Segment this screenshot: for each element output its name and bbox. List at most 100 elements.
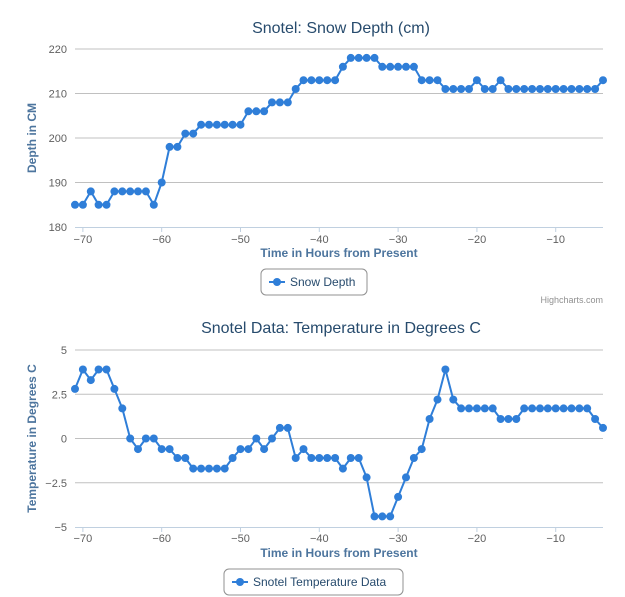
data-point[interactable] [268, 98, 276, 107]
data-point[interactable] [559, 404, 568, 413]
data-point[interactable] [291, 85, 300, 93]
data-point[interactable] [472, 404, 481, 413]
data-point[interactable] [86, 187, 95, 196]
data-point[interactable] [126, 434, 135, 443]
data-point[interactable] [323, 76, 332, 85]
data-point[interactable] [386, 62, 395, 71]
data-point[interactable] [291, 454, 300, 462]
data-point[interactable] [86, 376, 95, 385]
data-point[interactable] [126, 187, 135, 196]
data-point[interactable] [252, 434, 261, 443]
data-point[interactable] [472, 76, 481, 85]
data-point[interactable] [157, 178, 166, 187]
data-point[interactable] [283, 98, 292, 107]
data-point[interactable] [591, 415, 600, 423]
data-point[interactable] [394, 62, 403, 71]
data-point[interactable] [449, 395, 458, 404]
data-point[interactable] [260, 107, 269, 116]
data-point[interactable] [441, 365, 450, 374]
legend[interactable]: Snotel Temperature Data [223, 568, 404, 596]
data-point[interactable] [212, 120, 221, 129]
highcharts-credits[interactable]: Highcharts.com [540, 295, 603, 305]
data-point[interactable] [118, 187, 127, 196]
data-point[interactable] [323, 454, 332, 462]
data-point[interactable] [94, 200, 103, 209]
data-point[interactable] [417, 76, 426, 85]
data-point[interactable] [386, 512, 395, 521]
data-point[interactable] [244, 107, 253, 116]
data-point[interactable] [559, 85, 568, 93]
data-point[interactable] [480, 404, 489, 413]
data-point[interactable] [504, 85, 513, 93]
data-point[interactable] [354, 454, 363, 462]
data-point[interactable] [457, 404, 466, 413]
data-point[interactable] [299, 445, 308, 454]
data-point[interactable] [362, 53, 371, 62]
data-point[interactable] [512, 85, 521, 93]
data-point[interactable] [496, 415, 505, 423]
data-point[interactable] [591, 85, 600, 93]
data-point[interactable] [205, 464, 213, 473]
data-point[interactable] [543, 404, 552, 413]
data-point[interactable] [346, 454, 355, 462]
data-point[interactable] [228, 454, 237, 462]
data-point[interactable] [71, 384, 79, 393]
data-point[interactable] [599, 76, 607, 85]
data-point[interactable] [94, 365, 103, 374]
data-point[interactable] [504, 415, 513, 423]
data-point[interactable] [189, 464, 198, 473]
data-point[interactable] [260, 445, 269, 454]
data-point[interactable] [252, 107, 261, 116]
data-point[interactable] [496, 76, 505, 85]
data-point[interactable] [433, 76, 442, 85]
data-point[interactable] [220, 464, 229, 473]
data-point[interactable] [283, 423, 292, 432]
data-point[interactable] [102, 200, 111, 209]
data-point[interactable] [528, 404, 537, 413]
data-point[interactable] [149, 434, 158, 443]
data-point[interactable] [197, 120, 206, 129]
data-point[interactable] [205, 120, 213, 129]
data-point[interactable] [402, 473, 410, 482]
data-point[interactable] [599, 423, 607, 432]
data-point[interactable] [220, 120, 229, 129]
data-point[interactable] [236, 120, 245, 129]
data-point[interactable] [157, 445, 166, 454]
data-point[interactable] [134, 445, 142, 454]
data-point[interactable] [275, 98, 284, 107]
data-point[interactable] [173, 454, 182, 462]
data-point[interactable] [536, 85, 544, 93]
data-point[interactable] [315, 454, 324, 462]
data-point[interactable] [512, 415, 521, 423]
data-point[interactable] [567, 85, 576, 93]
data-point[interactable] [480, 85, 489, 93]
data-point[interactable] [520, 85, 529, 93]
data-point[interactable] [189, 129, 198, 138]
data-point[interactable] [425, 415, 434, 423]
data-point[interactable] [118, 404, 127, 413]
data-point[interactable] [417, 445, 426, 454]
data-point[interactable] [141, 434, 150, 443]
data-point[interactable] [331, 454, 340, 462]
data-point[interactable] [197, 464, 206, 473]
data-point[interactable] [102, 365, 111, 374]
data-point[interactable] [394, 492, 403, 501]
data-point[interactable] [78, 200, 87, 209]
data-point[interactable] [433, 395, 442, 404]
data-point[interactable] [488, 85, 497, 93]
data-point[interactable] [141, 187, 150, 196]
data-point[interactable] [378, 62, 387, 71]
data-point[interactable] [275, 423, 284, 432]
data-point[interactable] [78, 365, 87, 374]
data-point[interactable] [149, 200, 158, 209]
data-point[interactable] [583, 404, 592, 413]
data-point[interactable] [134, 187, 142, 196]
data-point[interactable] [110, 384, 119, 393]
data-point[interactable] [536, 404, 544, 413]
data-point[interactable] [212, 464, 221, 473]
data-point[interactable] [236, 445, 245, 454]
data-point[interactable] [165, 142, 174, 151]
data-point[interactable] [457, 85, 466, 93]
data-point[interactable] [173, 142, 182, 151]
data-point[interactable] [409, 62, 418, 71]
